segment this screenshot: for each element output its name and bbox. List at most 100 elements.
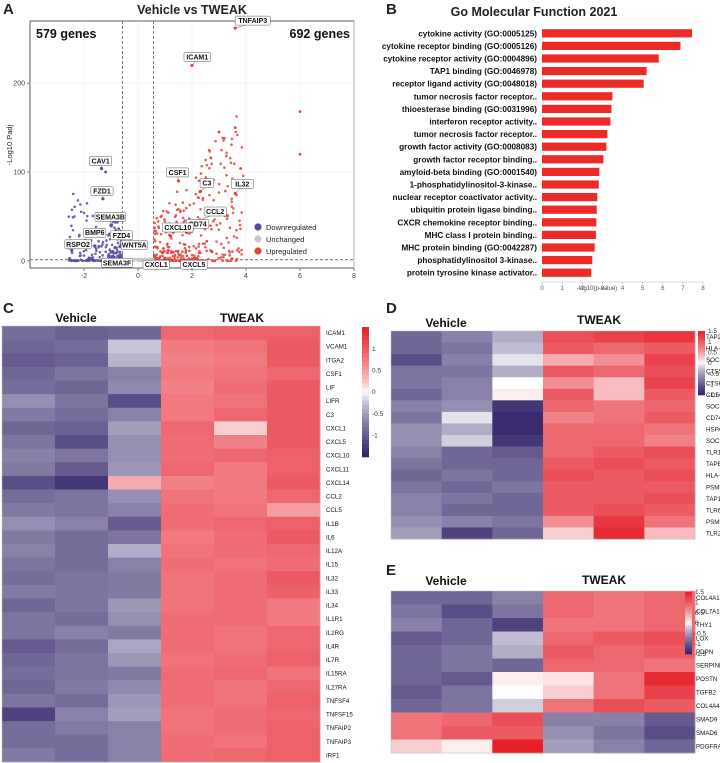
go-tick-label: 4 (621, 286, 625, 292)
heatmap-cell (2, 625, 56, 640)
heatmap-cell (161, 462, 215, 477)
point-upregulated (176, 256, 180, 259)
heatmap-cell (543, 423, 595, 436)
legend-gradient-step (685, 645, 692, 649)
heatmap-cell (267, 653, 321, 668)
gene-label-ccl2: CCL2 (206, 209, 224, 216)
point-upregulated (173, 255, 176, 259)
gene-label-il32: IL32 (235, 181, 249, 188)
gene-label-hspa5: HSPA5 (706, 427, 720, 434)
heatmap-cell (492, 377, 544, 390)
point-upregulated (177, 259, 180, 263)
go-tick-label: 7 (681, 286, 685, 292)
heatmap-cell (391, 672, 443, 686)
point-upregulated (227, 241, 230, 244)
go-term-label: cytokine receptor binding (GO:0005126) (382, 42, 537, 51)
legend-gradient-step (685, 627, 692, 630)
legend-gradient-step (698, 343, 705, 347)
heatmap-cell (391, 631, 443, 646)
gene-label-il7r: IL7R (326, 657, 340, 664)
point-upregulated (203, 245, 207, 249)
point-upregulated (225, 217, 229, 220)
gene-label-postn: POSTN (696, 676, 717, 683)
heatmap-cell (214, 394, 268, 409)
heatmap-cell (108, 680, 162, 695)
heatmap-cell (2, 598, 56, 613)
point-upregulated (199, 172, 203, 175)
heatmap-cell (214, 707, 268, 722)
heatmap-cell (55, 680, 109, 695)
heatmap-cell (214, 721, 268, 736)
heatmap-cell (161, 380, 215, 395)
go-bar (542, 243, 595, 252)
point-upregulated (232, 207, 235, 210)
heatmap-cell (161, 680, 215, 695)
heatmap-cell (391, 446, 443, 459)
heatmap-cell (441, 658, 493, 673)
heatmap-cell (267, 612, 321, 627)
heatmap-cell (441, 342, 493, 355)
legend-gradient-step (685, 610, 692, 613)
legend-gradient-step (698, 363, 705, 366)
point-downregulated (118, 250, 122, 254)
heatmap-cell (391, 504, 443, 517)
gene-label-cxcl11: CXCL11 (326, 466, 349, 473)
point-downregulated (110, 243, 114, 247)
gene-label-tgfb2: TGFB2 (696, 690, 716, 697)
heatmap-cell (161, 693, 215, 708)
legend-gradient-step (685, 629, 692, 632)
label-box (142, 259, 170, 270)
point-upregulated (230, 137, 234, 141)
heatmap-cell (108, 516, 162, 531)
go-tick-label: 5 (641, 286, 645, 292)
legend-gradient-step (362, 448, 369, 453)
heatmap-c-panel: C Vehicle TWEAK ICAM1 VCAM1 ITGA2 CSF1 LIF LI… (1, 300, 384, 763)
heatmap-cell (55, 693, 109, 708)
go-bar (542, 130, 608, 139)
point-upregulated (161, 209, 165, 213)
heatmap-cell (543, 377, 595, 390)
point-downregulated (91, 256, 95, 259)
heatmap-cell (2, 503, 56, 518)
go-term-label: 1-phosphatidylinositol-3-kinase.. (410, 181, 537, 190)
heatmap-cell (644, 591, 696, 605)
gene-label-tapbp: TAPBP (706, 461, 720, 468)
heatmap-cell (108, 544, 162, 559)
heatmap-cell (644, 342, 696, 355)
point-up (233, 126, 237, 130)
heatmap-cell (644, 377, 696, 390)
heatmap-cell (391, 411, 443, 424)
point-upregulated (204, 158, 207, 162)
legend-gradient-step (685, 643, 692, 647)
point-upregulated (181, 250, 184, 254)
heatmap-cell (593, 591, 645, 605)
heatmap-cell (543, 591, 595, 605)
point-downregulated (99, 259, 102, 263)
go-bars: cytokine activity (GO:0005125) cytokine r… (382, 29, 692, 278)
heatmap-cell (2, 612, 56, 627)
heatmap-cell (441, 591, 493, 605)
heatmap-cell (108, 721, 162, 736)
heatmap-cell (644, 446, 696, 459)
point-upregulated (239, 227, 242, 231)
heatmap-cell (214, 584, 268, 599)
heatmap-cell (441, 435, 493, 447)
heatmap-cell (391, 685, 443, 700)
heatmap-cell (214, 680, 268, 695)
go-term-label: thioesterase binding (GO:0031996) (402, 105, 537, 114)
go-term-label: cytokine receptor activity (GO:0004896) (383, 55, 537, 64)
heatmap-cell (108, 557, 162, 572)
point-upregulated (161, 247, 165, 250)
point-upregulated (167, 211, 170, 214)
heatmap-cell (161, 721, 215, 736)
label-box (203, 206, 227, 217)
point-downregulated (79, 203, 82, 206)
go-bar (542, 230, 596, 239)
point-downregulated (85, 201, 89, 205)
heatmap-cell (267, 421, 321, 436)
volcano-panel: A Vehicle vs TWEAK TNFAIP3 ICAM1 CAV1 FZD1 C… (3, 1, 356, 280)
legend-gradient-step (685, 625, 692, 628)
point-upregulated (230, 143, 233, 147)
legend-gradient-step (362, 379, 369, 384)
point-upregulated (214, 139, 217, 143)
